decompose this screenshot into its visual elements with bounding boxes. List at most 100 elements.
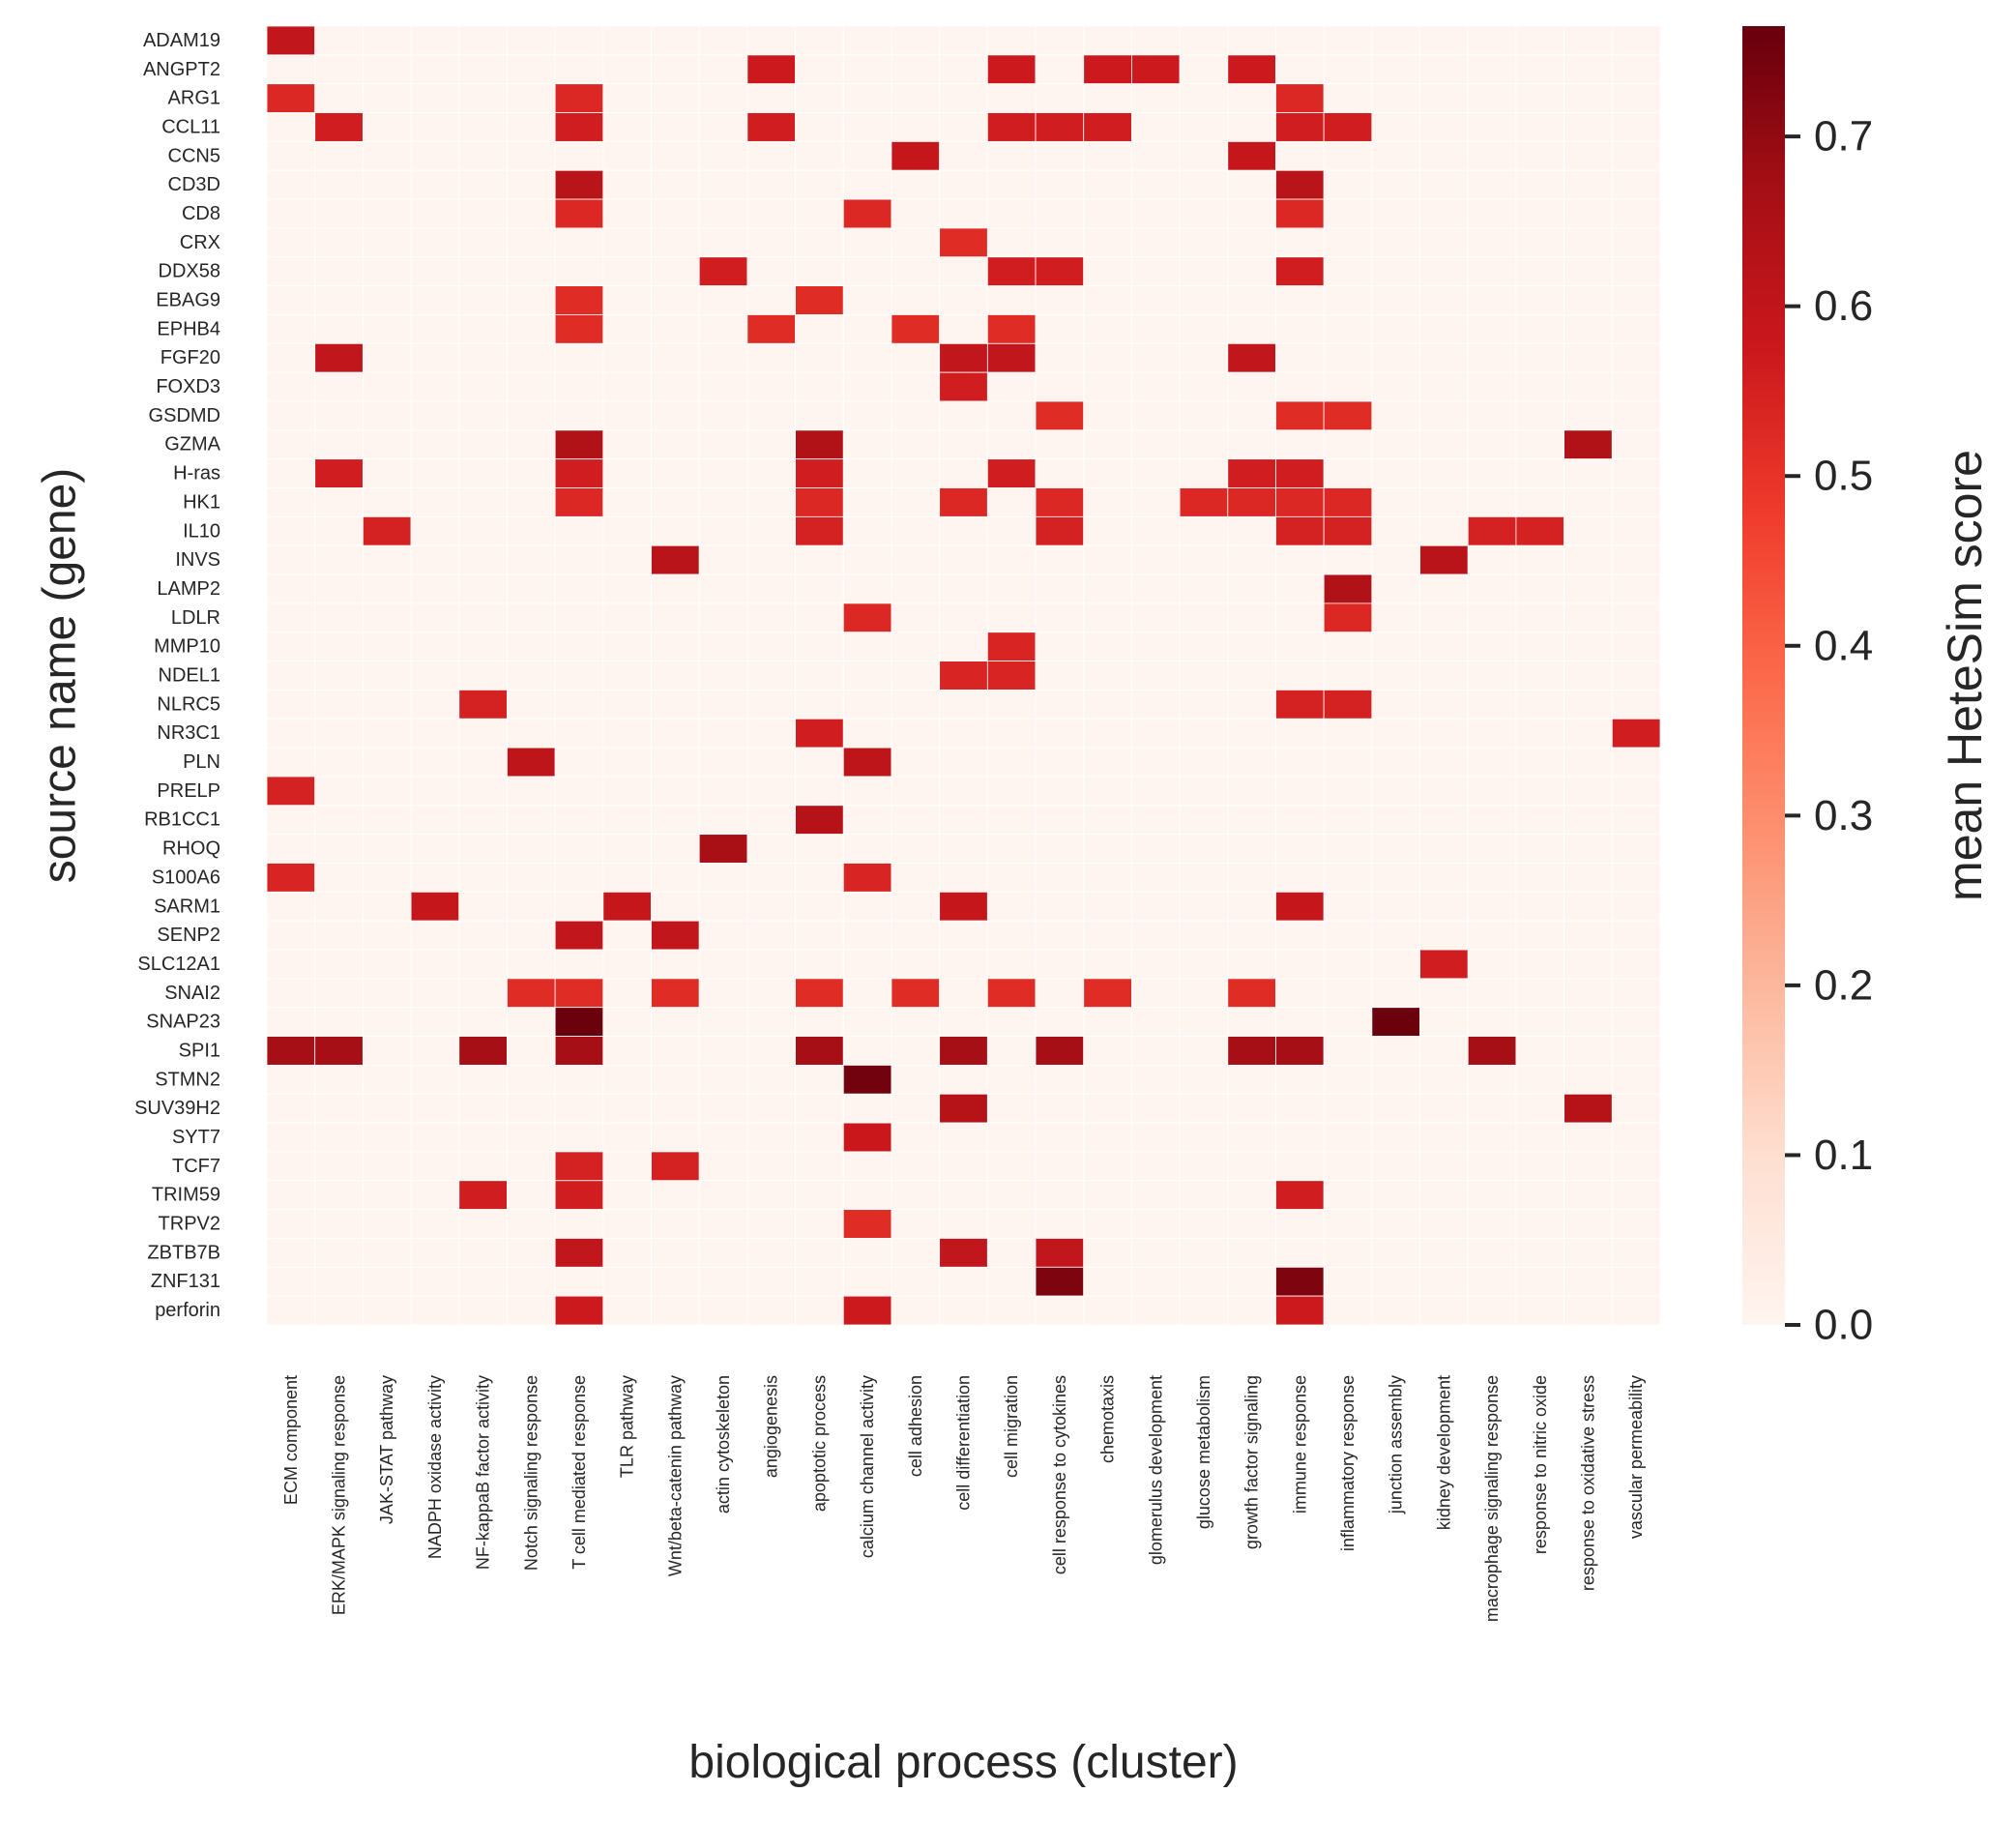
heatmap-cell-angpt2-t-cell-mediated-response — [554, 54, 604, 85]
heatmap-cell-perforin-calcium-channel-activity — [842, 1295, 892, 1326]
heatmap-cell-stmn2-response-to-nitric-oxide — [1515, 1065, 1565, 1095]
heatmap-cell-ccn5-cell-response-to-cytokines — [1035, 140, 1085, 171]
heatmap-cell-suv39h2-glomerulus-development — [1131, 1093, 1181, 1124]
heatmap-cell-ccl11-nf-kappab-factor-activity — [458, 112, 508, 142]
heatmap-cell-perforin-nadph-oxidase-activity — [410, 1295, 460, 1326]
heatmap-cell-ebag9-macrophage-signaling-response — [1467, 285, 1517, 315]
heatmap-cell-rb1cc1-glomerulus-development — [1131, 805, 1181, 836]
heatmap-cell-cd8-cell-adhesion — [891, 198, 941, 229]
heatmap-cell-pln-wnt-beta-catenin-pathway — [651, 747, 700, 778]
heatmap-cell-il10-angiogenesis — [746, 515, 796, 546]
heatmap-cell-angpt2-nadph-oxidase-activity — [410, 54, 460, 85]
heatmap-cell-nlrc5-jak-stat-pathway — [362, 690, 412, 720]
heatmap-cell-ephb4-cell-differentiation — [939, 314, 988, 344]
heatmap-cell-cd3d-cell-response-to-cytokines — [1035, 169, 1085, 200]
heatmap-cell-il10-junction-assembly — [1371, 515, 1420, 546]
heatmap-cell-syt7-cell-adhesion — [891, 1122, 941, 1153]
heatmap-cell-ldlr-response-to-nitric-oxide — [1515, 602, 1565, 633]
heatmap-cell-spi1-notch-signaling-response — [507, 1036, 556, 1066]
heatmap-cell-h-ras-jak-stat-pathway — [362, 458, 412, 488]
heatmap-cell-senp2-cell-adhesion — [891, 920, 941, 951]
heatmap-cell-crx-macrophage-signaling-response — [1467, 227, 1517, 258]
heatmap-cell-ccl11-actin-cytoskeleton — [698, 112, 748, 142]
heatmap-cell-foxd3-kidney-development — [1419, 371, 1469, 402]
heatmap-cell-tcf7-junction-assembly — [1371, 1151, 1420, 1182]
heatmap-cell-snap23-glucose-metabolism — [1179, 1007, 1229, 1037]
heatmap-cell-nr3c1-cell-adhesion — [891, 718, 941, 749]
heatmap-cell-crx-kidney-development — [1419, 227, 1469, 258]
heatmap-cell-zbtb7b-notch-signaling-response — [507, 1238, 556, 1268]
heatmap-cell-znf131-apoptotic-process — [795, 1266, 844, 1297]
heatmap-cell-spi1-response-to-nitric-oxide — [1515, 1036, 1565, 1066]
heatmap-cell-mmp10-ecm-component — [266, 632, 316, 661]
heatmap-cell-slc12a1-chemotaxis — [1083, 949, 1132, 980]
heatmap-cell-rb1cc1-jak-stat-pathway — [362, 805, 412, 836]
heatmap-cell-s100a6-jak-stat-pathway — [362, 863, 412, 893]
heatmap-cell-il10-kidney-development — [1419, 515, 1469, 546]
heatmap-cell-hk1-glomerulus-development — [1131, 487, 1181, 517]
heatmap-cell-invs-notch-signaling-response — [507, 544, 556, 575]
heatmap-cell-suv39h2-nadph-oxidase-activity — [410, 1093, 460, 1124]
heatmap-cell-trpv2-glucose-metabolism — [1179, 1209, 1229, 1239]
heatmap-cell-syt7-growth-factor-signaling — [1227, 1122, 1276, 1153]
heatmap-cell-zbtb7b-junction-assembly — [1371, 1238, 1420, 1268]
heatmap-cell-trpv2-response-to-nitric-oxide — [1515, 1209, 1565, 1239]
heatmap-cell-sarm1-ecm-component — [266, 891, 316, 922]
heatmap-cell-prelp-response-to-oxidative-stress — [1563, 776, 1613, 807]
heatmap-cell-ccn5-nadph-oxidase-activity — [410, 140, 460, 171]
heatmap-cell-ldlr-apoptotic-process — [795, 602, 844, 633]
heatmap-cell-trpv2-glomerulus-development — [1131, 1209, 1181, 1239]
heatmap-cell-spi1-jak-stat-pathway — [362, 1036, 412, 1066]
heatmap-cell-znf131-growth-factor-signaling — [1227, 1266, 1276, 1297]
heatmap-cell-hk1-wnt-beta-catenin-pathway — [651, 487, 700, 517]
x-tick-label-calcium-channel-activity: calcium channel activity — [858, 1375, 877, 1558]
heatmap-cell-ndel1-response-to-nitric-oxide — [1515, 661, 1565, 691]
heatmap-cell-lamp2-actin-cytoskeleton — [698, 573, 748, 604]
heatmap-cell-fgf20-nadph-oxidase-activity — [410, 342, 460, 373]
heatmap-cell-ndel1-glomerulus-development — [1131, 661, 1181, 691]
heatmap-cell-foxd3-vascular-permeability — [1611, 371, 1661, 402]
heatmap-cell-senp2-tlr-pathway — [602, 920, 652, 951]
heatmap-cell-ldlr-t-cell-mediated-response — [554, 602, 604, 633]
heatmap-cell-ddx58-apoptotic-process — [795, 256, 844, 286]
heatmap-cell-s100a6-chemotaxis — [1083, 863, 1132, 893]
heatmap-cell-nlrc5-ecm-component — [266, 690, 316, 720]
heatmap-cell-adam19-response-to-nitric-oxide — [1515, 25, 1565, 56]
heatmap-cell-trim59-chemotaxis — [1083, 1180, 1132, 1211]
heatmap-cell-h-ras-calcium-channel-activity — [842, 458, 892, 488]
heatmap-cell-trim59-calcium-channel-activity — [842, 1180, 892, 1211]
y-tick-label-trpv2: TRPV2 — [159, 1214, 220, 1235]
heatmap-cell-fgf20-macrophage-signaling-response — [1467, 342, 1517, 373]
heatmap-cell-perforin-cell-adhesion — [891, 1295, 941, 1326]
heatmap-cell-rhoq-glomerulus-development — [1131, 834, 1181, 864]
heatmap-cell-ephb4-jak-stat-pathway — [362, 314, 412, 344]
heatmap-cell-crx-cell-differentiation — [939, 227, 988, 258]
heatmap-cell-cd3d-nadph-oxidase-activity — [410, 169, 460, 200]
heatmap-cell-crx-ecm-component — [266, 227, 316, 258]
heatmap-cell-foxd3-nadph-oxidase-activity — [410, 371, 460, 402]
heatmap-cell-senp2-nf-kappab-factor-activity — [458, 920, 508, 951]
heatmap-cell-snai2-macrophage-signaling-response — [1467, 978, 1517, 1009]
heatmap-cell-tcf7-response-to-oxidative-stress — [1563, 1151, 1613, 1182]
heatmap-cell-il10-cell-differentiation — [939, 515, 988, 546]
heatmap-cell-gzma-ecm-component — [266, 429, 316, 460]
heatmap-cell-fgf20-angiogenesis — [746, 342, 796, 373]
heatmap-cell-mmp10-vascular-permeability — [1611, 632, 1661, 661]
x-tick-label-nadph-oxidase-activity: NADPH oxidase activity — [425, 1375, 445, 1559]
heatmap-cell-perforin-chemotaxis — [1083, 1295, 1132, 1326]
heatmap-cell-nlrc5-erk-mapk-signaling-response — [314, 690, 364, 720]
heatmap-cell-crx-glucose-metabolism — [1179, 227, 1229, 258]
heatmap-cell-perforin-apoptotic-process — [795, 1295, 844, 1326]
heatmap-cell-arg1-junction-assembly — [1371, 83, 1420, 113]
heatmap-cell-ebag9-cell-migration — [986, 285, 1037, 315]
heatmap-cell-perforin-macrophage-signaling-response — [1467, 1295, 1517, 1326]
heatmap-cell-hk1-vascular-permeability — [1611, 487, 1661, 517]
x-tick-label-cell-differentiation: cell differentiation — [954, 1375, 974, 1511]
heatmap-cell-zbtb7b-jak-stat-pathway — [362, 1238, 412, 1268]
heatmap-cell-snap23-kidney-development — [1419, 1007, 1469, 1037]
heatmap-cell-foxd3-cell-response-to-cytokines — [1035, 371, 1085, 402]
heatmap-cell-ebag9-notch-signaling-response — [507, 285, 556, 315]
heatmap-cell-ccn5-macrophage-signaling-response — [1467, 140, 1517, 171]
heatmap-cell-trpv2-ecm-component — [266, 1209, 316, 1239]
heatmap-cell-cd3d-angiogenesis — [746, 169, 796, 200]
